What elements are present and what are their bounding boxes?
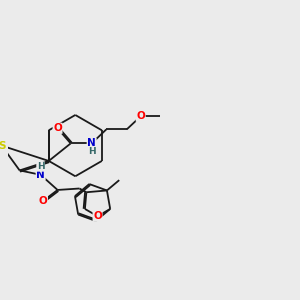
Text: H: H <box>88 147 95 156</box>
Text: N: N <box>36 170 45 180</box>
Text: O: O <box>136 111 145 121</box>
Text: H: H <box>37 162 44 171</box>
Text: N: N <box>87 138 96 148</box>
Text: O: O <box>93 211 102 221</box>
Text: S: S <box>0 141 5 151</box>
Text: O: O <box>53 123 62 133</box>
Text: O: O <box>39 196 47 206</box>
